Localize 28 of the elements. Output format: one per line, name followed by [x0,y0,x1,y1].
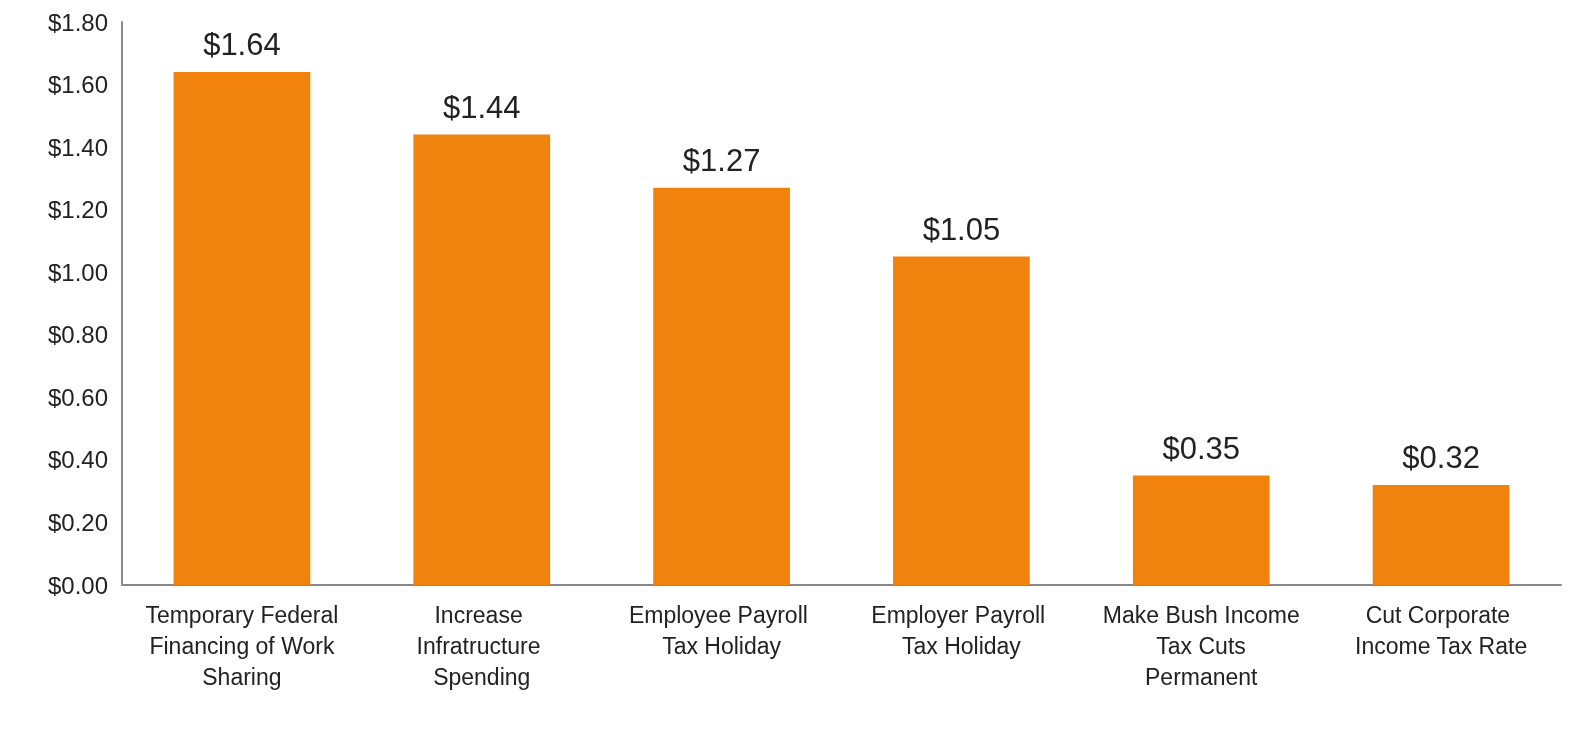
data-label: $0.32 [1402,439,1480,475]
x-tick-label: Cut Corporate Income Tax Rate [1355,601,1528,659]
y-tick-label: $1.20 [47,196,108,224]
bar [413,134,551,585]
y-tick-label: $1.60 [47,71,108,99]
y-tick-label: $0.20 [47,508,108,536]
data-label: $1.27 [682,142,761,178]
data-label: $1.05 [922,211,1001,247]
x-tick-label: Temporary Federal Financing of Work Sharing [143,601,341,690]
y-tick-label: $1.40 [47,133,108,161]
y-tick-label: $0.40 [47,446,108,474]
y-tick-label: $0.60 [47,383,108,411]
bar [173,72,311,585]
bar [893,256,1030,585]
y-tick-label: $1.80 [47,8,108,36]
bar [1372,484,1510,585]
x-tick-label: Employer Payroll Tax Holiday [871,601,1052,659]
data-label: $1.64 [203,27,281,63]
x-tick-label: Make Bush Income Tax Cuts Permanent [1102,601,1300,690]
y-tick-label: $1.00 [47,258,108,286]
bar [1132,475,1270,585]
bar [653,187,790,585]
y-tick-label: $0.00 [47,571,108,599]
data-label: $1.44 [442,89,521,125]
x-tick-label: Employee Payroll Tax Holiday [628,601,815,659]
x-tick-label: Increase Infratructure Spending [416,601,547,690]
y-tick-label: $0.80 [47,321,108,349]
data-label: $0.35 [1162,430,1241,466]
